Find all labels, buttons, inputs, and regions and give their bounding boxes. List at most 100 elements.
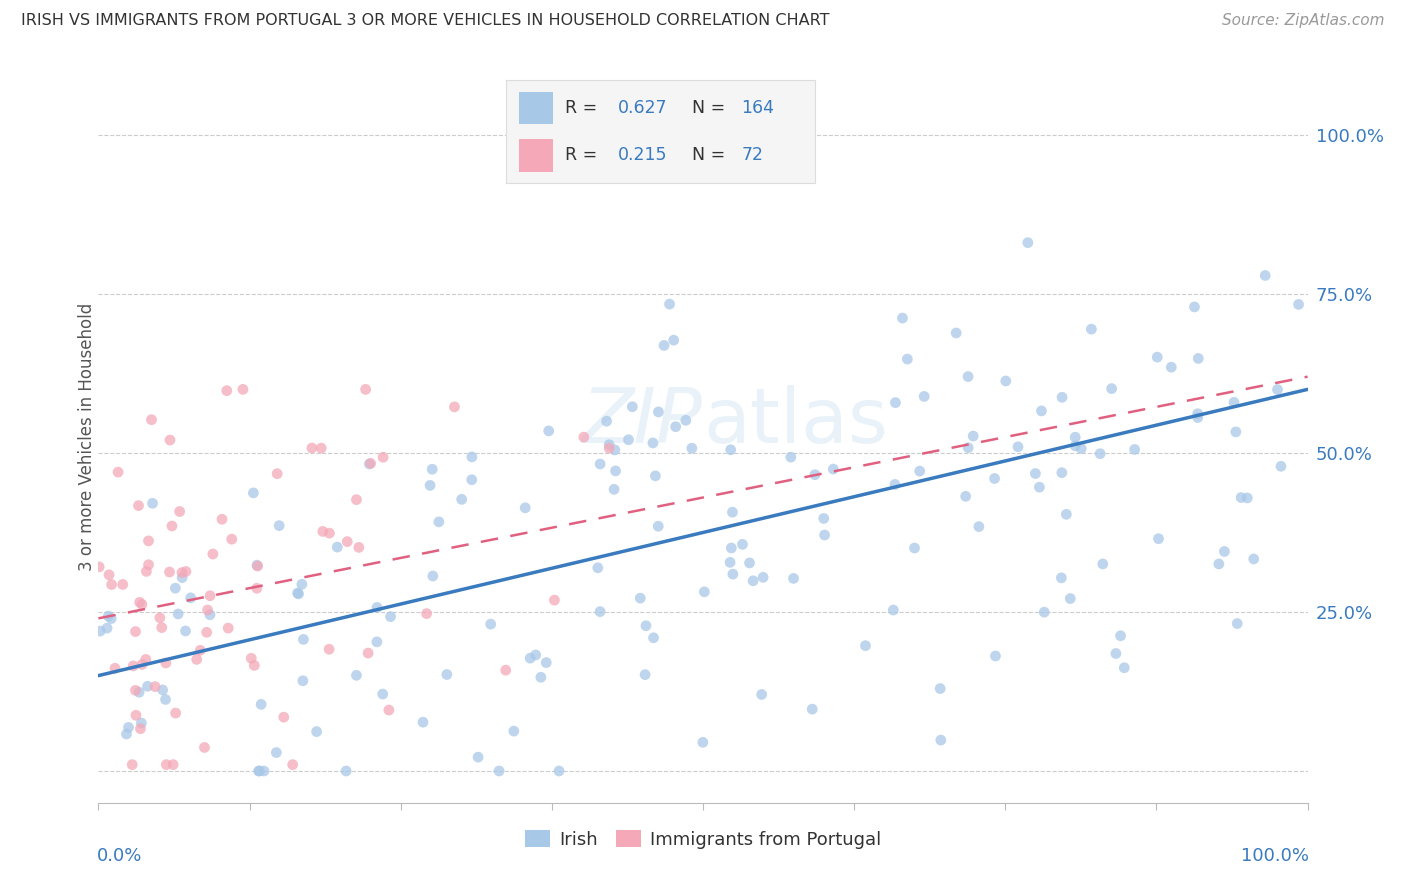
Point <box>495 663 517 677</box>
Point <box>427 515 450 529</box>
Point <box>1007 440 1029 454</box>
Point <box>128 685 150 699</box>
Point <box>804 467 827 482</box>
Point <box>782 571 804 585</box>
Legend: Irish, Immigrants from Portugal: Irish, Immigrants from Portugal <box>517 822 889 856</box>
Point <box>1064 430 1087 444</box>
Point <box>1226 616 1249 631</box>
Point <box>1109 629 1132 643</box>
Point <box>543 593 565 607</box>
Point <box>634 618 657 632</box>
Point <box>720 442 742 457</box>
Text: 72: 72 <box>741 146 763 164</box>
Point <box>603 483 626 497</box>
Point <box>98 567 121 582</box>
Point <box>415 607 437 621</box>
Text: 100.0%: 100.0% <box>1240 847 1309 864</box>
Point <box>658 297 681 311</box>
Point <box>195 625 218 640</box>
Point <box>291 577 314 591</box>
Point <box>346 668 368 682</box>
Point <box>249 764 271 778</box>
Point <box>359 457 381 471</box>
Point <box>929 681 952 696</box>
Point <box>1088 447 1111 461</box>
Point <box>647 405 669 419</box>
Point <box>628 591 651 606</box>
Point <box>742 574 765 588</box>
Point <box>131 716 153 731</box>
Point <box>994 374 1017 388</box>
Point <box>155 692 177 706</box>
Point <box>634 667 657 681</box>
Point <box>305 724 328 739</box>
Point <box>232 383 254 397</box>
Point <box>641 436 664 450</box>
Point <box>882 603 904 617</box>
Bar <box>519 92 553 124</box>
Point <box>131 657 153 672</box>
Point <box>652 338 675 352</box>
Point <box>721 567 744 582</box>
Point <box>155 757 177 772</box>
Point <box>318 642 340 657</box>
Point <box>380 609 402 624</box>
Point <box>100 611 122 625</box>
Point <box>572 430 595 444</box>
Point <box>957 369 980 384</box>
Point <box>131 598 153 612</box>
Point <box>253 764 276 778</box>
Point <box>962 429 984 443</box>
Point <box>165 581 187 595</box>
Point <box>170 566 193 580</box>
Point <box>855 639 877 653</box>
Point <box>281 757 304 772</box>
Point <box>162 757 184 772</box>
Point <box>165 706 187 720</box>
Point <box>347 541 370 555</box>
Text: atlas: atlas <box>703 385 887 459</box>
Point <box>1243 552 1265 566</box>
Point <box>360 456 382 470</box>
Point <box>160 519 183 533</box>
Point <box>1101 382 1123 396</box>
Point <box>598 438 620 452</box>
Point <box>242 486 264 500</box>
Point <box>115 727 138 741</box>
Point <box>605 464 627 478</box>
Point <box>243 658 266 673</box>
Point <box>129 722 152 736</box>
Text: R =: R = <box>565 99 603 117</box>
Point <box>720 541 742 555</box>
Point <box>801 702 824 716</box>
Point <box>1254 268 1277 283</box>
Point <box>436 667 458 681</box>
Point <box>159 433 181 447</box>
Point <box>967 519 990 533</box>
Point <box>1064 439 1087 453</box>
Point <box>548 764 571 778</box>
Point <box>1187 410 1209 425</box>
Point <box>250 698 273 712</box>
Point <box>647 519 669 533</box>
Point <box>155 656 177 670</box>
Point <box>357 646 380 660</box>
Point <box>121 757 143 772</box>
Point <box>198 607 221 622</box>
Point <box>291 673 314 688</box>
Point <box>1288 297 1310 311</box>
Point <box>519 651 541 665</box>
Point <box>197 603 219 617</box>
Point <box>537 424 560 438</box>
Point <box>1230 491 1253 505</box>
Point <box>354 383 377 397</box>
Point <box>884 395 907 409</box>
Point <box>107 465 129 479</box>
Point <box>718 555 741 569</box>
Point <box>479 617 502 632</box>
Text: R =: R = <box>565 146 603 164</box>
Point <box>589 457 612 471</box>
Point <box>287 586 309 600</box>
Point <box>122 659 145 673</box>
Point <box>174 624 197 638</box>
